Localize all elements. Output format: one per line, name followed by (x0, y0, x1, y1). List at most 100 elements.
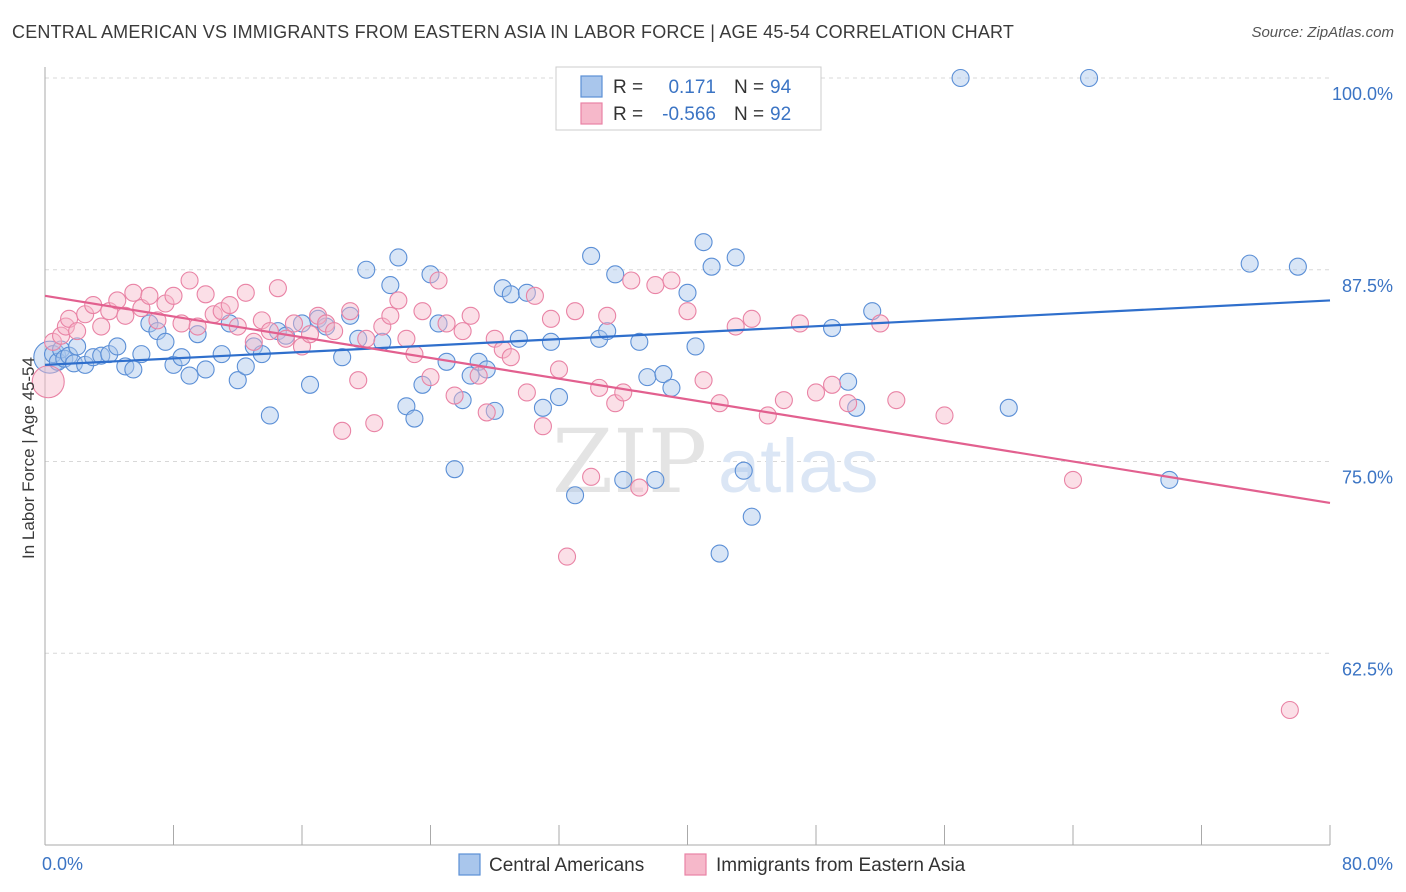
pink-point-64 (549, 360, 569, 379)
legend-r-value-1: 0.171 (668, 77, 716, 98)
blue-point-7 (68, 337, 87, 356)
blue-point-43 (389, 248, 408, 267)
legend-n-label-2: N = (734, 104, 764, 125)
pink-point-65 (557, 547, 577, 566)
blue-point-73 (662, 378, 681, 397)
pink-point-5 (68, 322, 87, 341)
blue-point-67 (606, 265, 625, 284)
y-tick-labels: 62.5% 75.0% 87.5% 100.0% (1332, 84, 1393, 679)
x-tick-labels: 0.0% 80.0% (42, 854, 1393, 874)
pink-point-20 (188, 317, 207, 336)
blue-point-60 (533, 398, 552, 417)
legend-r-label-1: R = (613, 77, 643, 98)
pink-point-69 (598, 306, 617, 325)
axes (44, 67, 1331, 846)
blue-point-62 (549, 388, 569, 407)
blue-point-69 (630, 332, 649, 351)
pink-point-62 (533, 417, 552, 436)
pink-point-49 (421, 368, 440, 387)
blue-point-27 (236, 357, 255, 376)
pink-point-44 (381, 306, 400, 325)
x-tick-label-0: 0.0% (42, 854, 83, 874)
pink-point-81 (758, 406, 777, 425)
blue-point-38 (341, 306, 360, 325)
pink-point-24 (220, 295, 239, 315)
watermark-atlas: atlas (718, 424, 879, 509)
pink-point-21 (196, 285, 215, 304)
blue-point-30 (260, 406, 279, 425)
pink-point-52 (445, 386, 464, 405)
y-axis-label: In Labor Force | Age 45-54 (19, 357, 38, 559)
bottom-legend-label-2: Immigrants from Eastern Asia (716, 855, 966, 876)
legend-swatch-blue (580, 75, 603, 98)
watermark: ZIP atlas (552, 410, 879, 513)
pink-point-84 (806, 383, 826, 402)
bottom-legend-swatch-pink (684, 853, 707, 876)
blue-point-68 (614, 470, 633, 489)
x-tick-label-1: 80.0% (1342, 854, 1393, 874)
legend-r-label-2: R = (613, 104, 643, 125)
series-immigrants-eastern-asia (31, 271, 1299, 720)
blue-point-75 (686, 337, 705, 356)
source-label: Source: ZipAtlas.com (1251, 24, 1394, 41)
pink-point-53 (453, 322, 472, 341)
chart-title: CENTRAL AMERICAN VS IMMIGRANTS FROM EAST… (12, 22, 1015, 42)
pink-trend-line (44, 294, 1331, 505)
pink-point-73 (630, 478, 649, 497)
bottom-legend-label-1: Central Americans (489, 855, 644, 876)
blue-point-22 (188, 325, 207, 344)
blue-point-77 (702, 257, 721, 276)
blue-point-63 (566, 486, 585, 505)
pink-point-79 (726, 317, 745, 336)
blue-point-57 (501, 285, 520, 304)
y-tick-label-0: 62.5% (1342, 659, 1393, 679)
blue-point-45 (405, 409, 424, 428)
blue-point-91 (1288, 257, 1307, 276)
blue-point-78 (710, 544, 729, 563)
pink-point-40 (349, 371, 368, 390)
y-tick-label-1: 75.0% (1342, 468, 1393, 488)
blue-point-89 (1160, 470, 1179, 489)
pink-point-83 (790, 314, 809, 333)
pink-point-50 (429, 271, 448, 290)
blue-point-90 (1240, 254, 1259, 273)
y-tick-label-2: 87.5% (1342, 276, 1393, 296)
blue-point-81 (742, 507, 761, 526)
blue-point-21 (180, 366, 199, 385)
pink-point-26 (236, 283, 255, 302)
y-tick-label-3: 100.0% (1332, 84, 1393, 104)
blue-point-15 (132, 345, 151, 364)
pink-point-41 (357, 329, 376, 348)
blue-point-88 (1080, 68, 1099, 88)
pink-point-72 (622, 271, 641, 290)
pink-point-48 (413, 302, 432, 321)
pink-point-88 (887, 391, 906, 410)
pink-point-37 (325, 322, 344, 341)
pink-point-42 (365, 414, 384, 433)
pink-point-55 (469, 366, 488, 385)
blue-point-58 (509, 329, 528, 348)
pink-point-61 (525, 286, 544, 305)
pink-point-59 (501, 348, 520, 367)
pink-point-51 (437, 314, 456, 333)
blue-point-37 (333, 348, 352, 367)
blue-point-87 (999, 398, 1018, 417)
trend-lines (44, 294, 1331, 505)
blue-point-83 (839, 372, 858, 391)
blue-point-76 (694, 233, 713, 252)
blue-point-42 (381, 276, 400, 295)
watermark-zip: ZIP (552, 410, 707, 513)
pink-point-11 (116, 306, 135, 325)
legend-n-value-1: 94 (770, 77, 792, 98)
blue-point-34 (300, 375, 320, 394)
pink-point-68 (590, 378, 609, 397)
pink-point-27 (244, 332, 263, 351)
blue-point-72 (654, 365, 673, 384)
pink-point-66 (566, 302, 585, 321)
pink-point-8 (92, 317, 111, 336)
pink-point-12 (124, 283, 143, 302)
pink-point-86 (839, 394, 858, 413)
legend-swatch-pink (580, 102, 603, 125)
blue-point-71 (646, 470, 665, 489)
